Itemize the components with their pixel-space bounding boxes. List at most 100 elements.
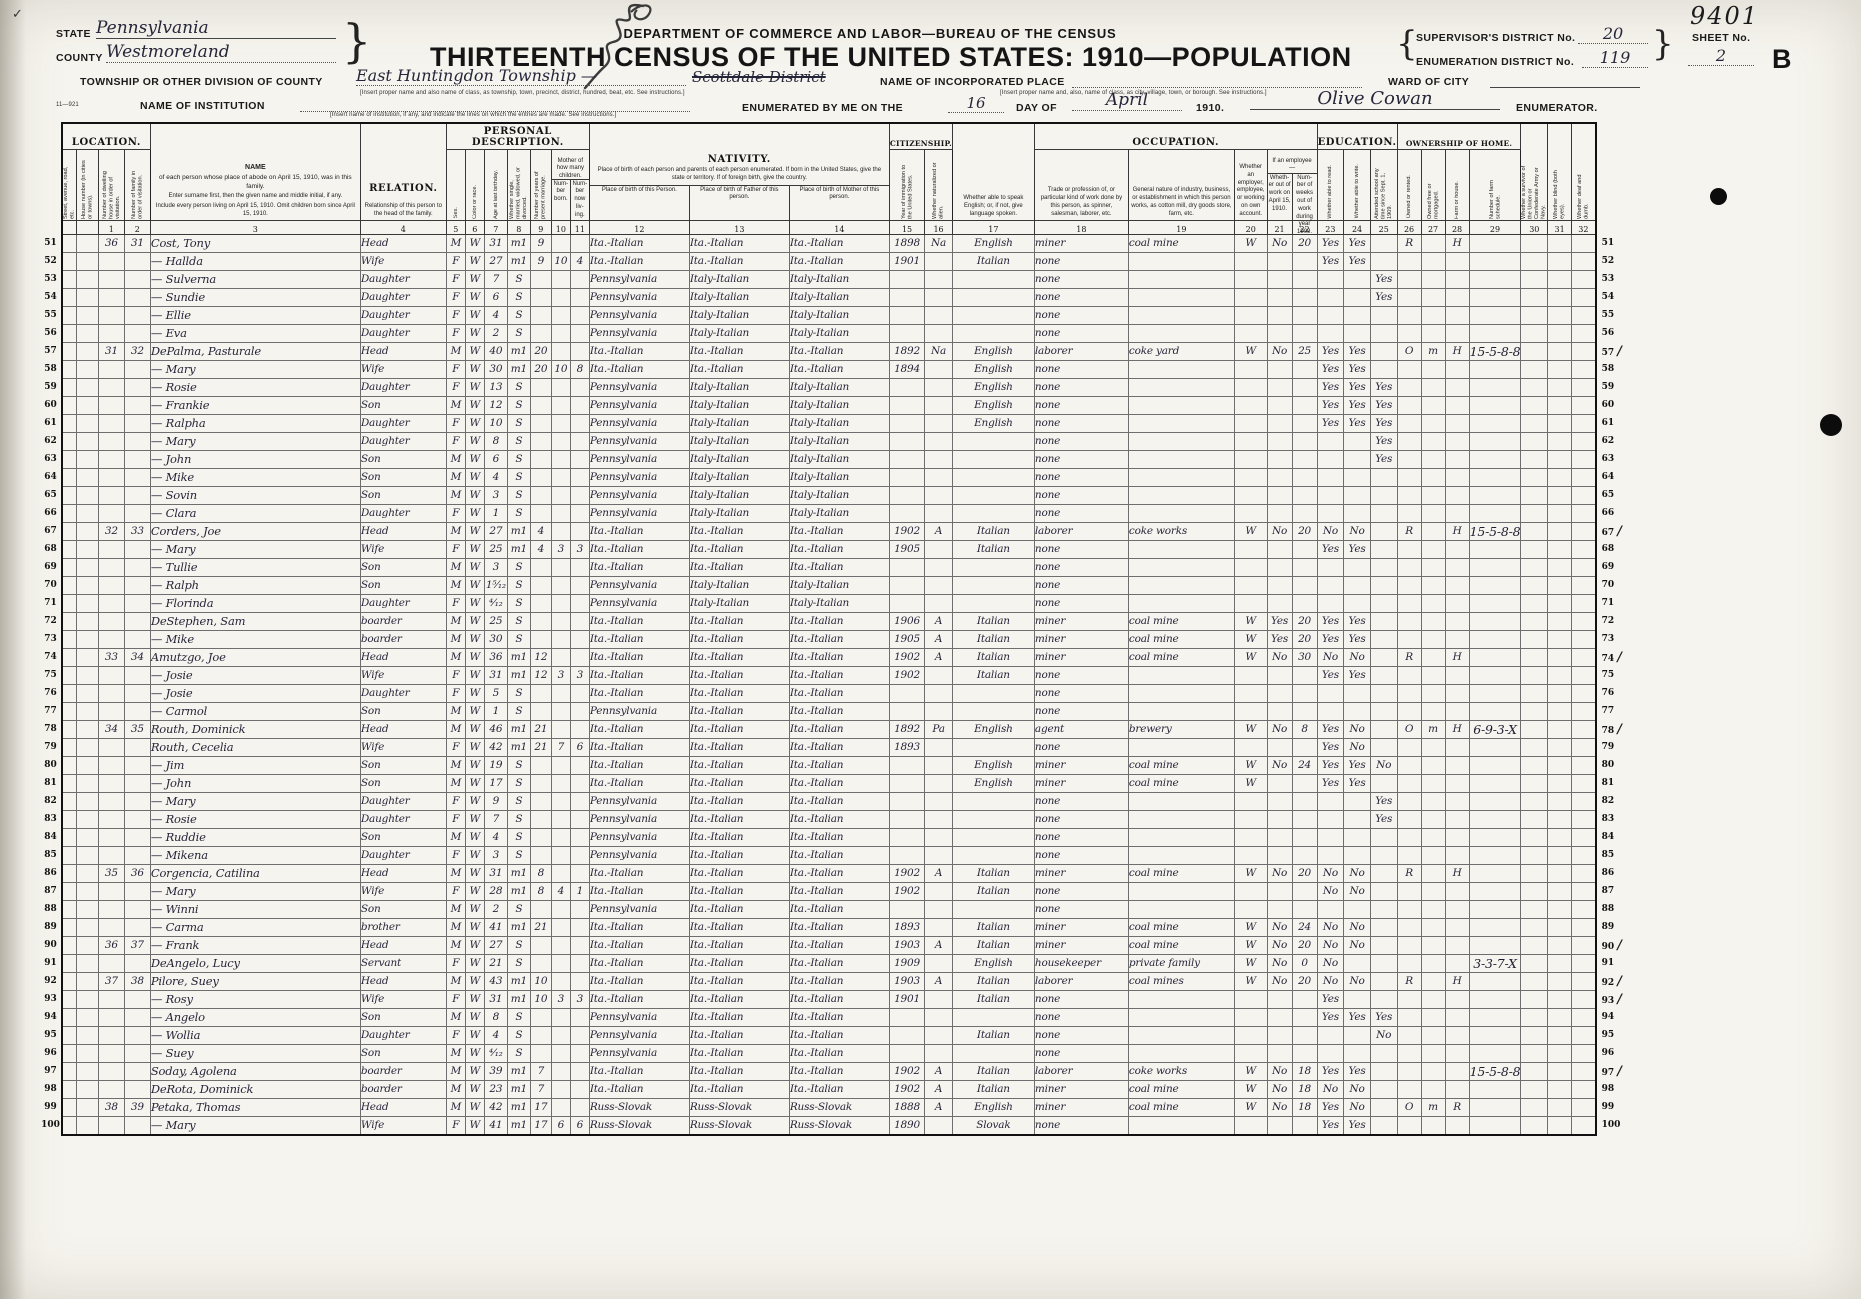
cell-oc: none: [1033, 395, 1129, 415]
cell-yi: 1903: [888, 971, 926, 991]
cell-nm: Petaka, Thomas: [149, 1097, 361, 1117]
township-value: East Huntingdon Township —: [356, 66, 686, 86]
cell-x2: [1547, 737, 1573, 757]
cell-lv: [569, 1061, 590, 1081]
cell-h2: m: [1420, 341, 1446, 361]
cell-hn: [75, 665, 99, 685]
cell-en: English: [951, 413, 1035, 433]
cell-oc: laborer: [1033, 1061, 1129, 1081]
cell-rd: [1316, 503, 1345, 523]
table-body: 51 36 31 Cost, Tony Head M W 31 m1 9 Ita.-Italian I…: [40, 233, 1622, 1136]
cell-ym: [529, 323, 552, 343]
column-number: 25: [1369, 219, 1398, 235]
cell-h2: [1420, 611, 1446, 631]
cell-cl: W: [464, 773, 485, 793]
cell-x2: [1547, 359, 1573, 379]
cell-h2: [1420, 737, 1446, 757]
cell-cl: W: [464, 467, 485, 487]
line-number-right: 62: [1594, 432, 1622, 451]
cell-x3: [1571, 701, 1597, 721]
cell-ms: m1: [506, 1115, 531, 1136]
cell-sx: M: [445, 1061, 466, 1081]
cell-rel: Son: [359, 899, 447, 919]
cell-na: A: [924, 1061, 953, 1081]
cell-x2: [1547, 1061, 1573, 1081]
cell-ms: m1: [506, 989, 531, 1009]
cell-yi: 1902: [888, 665, 926, 685]
cell-oc: miner: [1033, 647, 1129, 667]
cell-wk: [1291, 701, 1318, 721]
cell-ind: [1127, 485, 1235, 505]
cell-bp: Pennsylvania: [588, 305, 690, 325]
cell-hn: [75, 791, 99, 811]
cell-rd: [1316, 593, 1345, 613]
cell-ag: 36: [483, 647, 508, 667]
punch-hole: [1710, 188, 1727, 205]
cell-nm: — Florinda: [149, 593, 361, 613]
cell-oc: miner: [1033, 233, 1129, 253]
table-row: 84— Ruddie Son M W 4 S Pennsylvania Ita.-Italia…: [40, 827, 1622, 847]
cell-sx: M: [445, 719, 466, 739]
cell-bm: Ita.-Italian: [788, 1061, 890, 1081]
cell-en: Italian: [951, 539, 1035, 559]
cell-x3: [1571, 647, 1597, 667]
table-row: 57 31 32 DePalma, Pasturale Head M W 40 m1 20 Ita.…: [40, 341, 1622, 361]
cell-ow: [1266, 377, 1293, 397]
cell-h2: [1420, 395, 1446, 415]
line-number-right: 96: [1594, 1044, 1622, 1063]
cell-st: [61, 269, 77, 289]
cell-x1: [1520, 1097, 1549, 1117]
cell-sc: [1369, 611, 1398, 631]
cell-nm: — Angelo: [149, 1007, 361, 1027]
cell-nm: — Frank: [149, 935, 361, 955]
cell-f: 33: [123, 521, 151, 541]
cell-bm: Ita.-Italian: [788, 989, 890, 1009]
check-mark: ✓: [12, 6, 23, 21]
cell-cl: W: [464, 629, 485, 649]
cell-st: [61, 863, 77, 883]
check-tick-mark: ∕: [1617, 991, 1622, 1007]
cell-ag: 40: [483, 341, 508, 361]
cell-sx: F: [445, 881, 466, 901]
sheet-suffix: B: [1772, 44, 1792, 74]
cell-f: 31: [123, 233, 151, 253]
cell-ow: [1266, 269, 1293, 289]
cell-cb: 7: [550, 737, 571, 757]
cell-x1: [1520, 953, 1549, 973]
cell-x3: [1571, 233, 1597, 253]
cell-wk: 20: [1291, 629, 1318, 649]
cell-rd: No: [1316, 521, 1345, 541]
cell-ow: [1266, 431, 1293, 451]
cell-sc: [1369, 1079, 1398, 1099]
cell-ind: [1127, 287, 1235, 307]
cell-bm: Ita.-Italian: [788, 827, 890, 847]
cell-wr: [1343, 557, 1371, 577]
cell-ms: m1: [506, 917, 531, 937]
cell-bm: Italy-Italian: [788, 575, 890, 595]
column-number: [75, 219, 99, 235]
cell-ind: [1127, 305, 1235, 325]
cell-bf: Ita.-Italian: [688, 629, 790, 649]
cell-na: [924, 323, 953, 343]
cell-sc: [1369, 701, 1398, 721]
cell-h1: [1396, 395, 1422, 415]
cell-f: [123, 737, 151, 757]
cell-lv: [569, 611, 590, 631]
cell-cb: [550, 593, 571, 613]
cell-lv: [569, 467, 590, 487]
cell-st: [61, 773, 77, 793]
cell-x3: [1571, 827, 1597, 847]
cell-em: [1233, 485, 1268, 505]
cell-f: [123, 251, 151, 271]
cell-h1: [1396, 791, 1422, 811]
cell-rd: Yes: [1316, 1061, 1345, 1081]
cell-bm: Russ-Slovak: [788, 1115, 890, 1136]
cell-ym: [529, 1043, 552, 1063]
cell-rd: [1316, 575, 1345, 595]
cell-rel: Wife: [359, 989, 447, 1009]
cell-ag: 8: [483, 1007, 508, 1027]
cell-wr: Yes: [1343, 395, 1371, 415]
cell-ow: [1266, 845, 1293, 865]
cell-ow: [1266, 503, 1293, 523]
table-row: 76— Josie Daughter F W 5 S Ita.-Italian Ita.-It…: [40, 683, 1622, 703]
